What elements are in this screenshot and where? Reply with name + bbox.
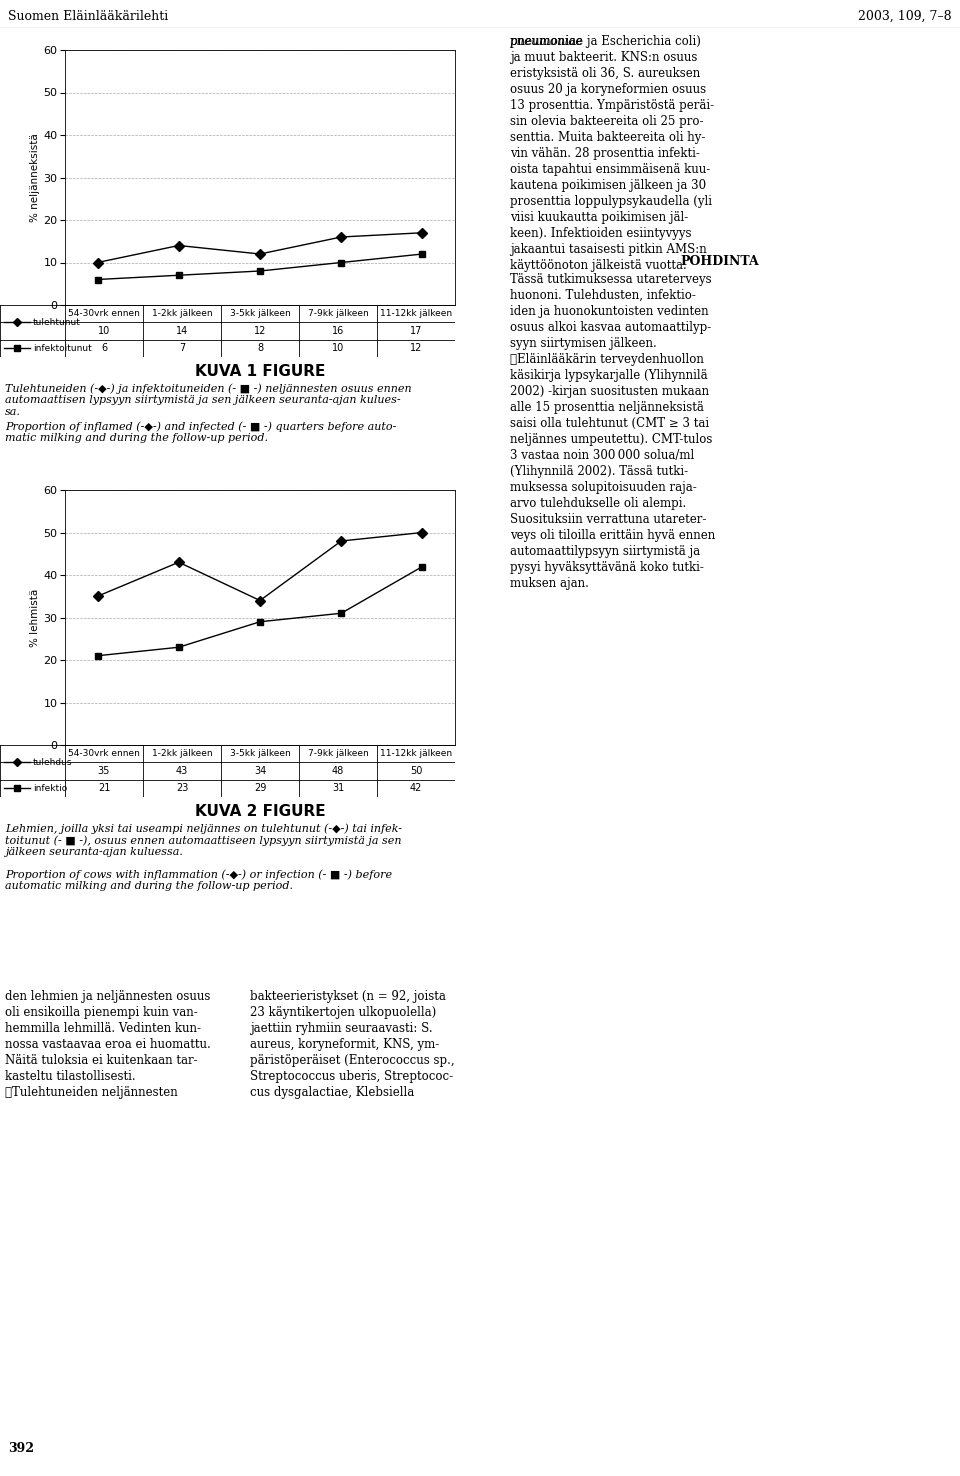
Text: 23: 23 bbox=[176, 784, 188, 793]
Text: 21: 21 bbox=[98, 784, 110, 793]
Text: 12: 12 bbox=[410, 344, 422, 353]
Text: den lehmien ja neljännesten osuus
oli ensikoilla pienempi kuin van-
hemmilla leh: den lehmien ja neljännesten osuus oli en… bbox=[5, 990, 211, 1100]
Text: 8: 8 bbox=[257, 344, 263, 353]
Text: 10: 10 bbox=[98, 326, 110, 337]
Text: tulehdus: tulehdus bbox=[33, 757, 73, 768]
Text: 11-12kk jälkeen: 11-12kk jälkeen bbox=[380, 750, 452, 759]
Text: 43: 43 bbox=[176, 766, 188, 776]
Text: 7-9kk jälkeen: 7-9kk jälkeen bbox=[307, 750, 369, 759]
Text: 16: 16 bbox=[332, 326, 344, 337]
Text: 3-5kk jälkeen: 3-5kk jälkeen bbox=[229, 750, 290, 759]
Text: 11-12kk jälkeen: 11-12kk jälkeen bbox=[380, 308, 452, 319]
Text: 29: 29 bbox=[253, 784, 266, 793]
Text: Proportion of inflamed (-◆-) and infected (- ■ -) quarters before auto-
matic mi: Proportion of inflamed (-◆-) and infecte… bbox=[5, 421, 396, 443]
Text: KUVA 2 FIGURE: KUVA 2 FIGURE bbox=[195, 804, 325, 819]
Text: 17: 17 bbox=[410, 326, 422, 337]
Text: 6: 6 bbox=[101, 344, 108, 353]
Text: Tässä tutkimuksessa utareterveys
huononi. Tulehdusten, infektio-
iden ja huonoku: Tässä tutkimuksessa utareterveys huononi… bbox=[510, 273, 715, 590]
Text: Lehmien, joilla yksi tai useampi neljännes on tulehtunut (-◆-) tai infek-
toitun: Lehmien, joilla yksi tai useampi neljänn… bbox=[5, 824, 402, 858]
Text: 34: 34 bbox=[253, 766, 266, 776]
Text: 48: 48 bbox=[332, 766, 344, 776]
Text: Suomen Eläinlääkärilehti: Suomen Eläinlääkärilehti bbox=[8, 10, 168, 24]
Text: 50: 50 bbox=[410, 766, 422, 776]
Text: tulehtunut: tulehtunut bbox=[33, 317, 81, 326]
Text: 14: 14 bbox=[176, 326, 188, 337]
Text: 35: 35 bbox=[98, 766, 110, 776]
Y-axis label: % neljänneksistä: % neljänneksistä bbox=[31, 133, 40, 221]
Text: 1-2kk jälkeen: 1-2kk jälkeen bbox=[152, 308, 212, 319]
Text: 2003, 109, 7–8: 2003, 109, 7–8 bbox=[858, 10, 952, 24]
Text: infektio: infektio bbox=[33, 784, 67, 793]
Text: 7-9kk jälkeen: 7-9kk jälkeen bbox=[307, 308, 369, 319]
Text: 12: 12 bbox=[253, 326, 266, 337]
Text: bakteerieristykset (n = 92, joista
23 käyntikertojen ulkopuolella)
jaettiin ryhm: bakteerieristykset (n = 92, joista 23 kä… bbox=[250, 990, 455, 1100]
Text: 54-30vrk ennen: 54-30vrk ennen bbox=[68, 308, 140, 319]
Text: Proportion of cows with inflammation (-◆-) or infection (- ■ -) before
automatic: Proportion of cows with inflammation (-◆… bbox=[5, 869, 392, 892]
Text: Tulehtuneiden (-◆-) ja infektoituneiden (- ■ -) neljännesten osuus ennen
automaa: Tulehtuneiden (-◆-) ja infektoituneiden … bbox=[5, 382, 412, 416]
Text: pneumoniae: pneumoniae bbox=[510, 35, 584, 49]
Text: infektoitunut: infektoitunut bbox=[33, 344, 92, 353]
Text: POHDINTA: POHDINTA bbox=[681, 255, 759, 269]
Y-axis label: % lehmistä: % lehmistä bbox=[31, 589, 40, 646]
Text: 31: 31 bbox=[332, 784, 344, 793]
Text: 10: 10 bbox=[332, 344, 344, 353]
Text: 7: 7 bbox=[179, 344, 185, 353]
Text: KUVA 1 FIGURE: KUVA 1 FIGURE bbox=[195, 365, 325, 379]
Text: pneumoniae ja Escherichia coli)
ja muut bakteerit. KNS:n osuus
eristyksistä oli : pneumoniae ja Escherichia coli) ja muut … bbox=[510, 35, 714, 272]
Text: 1-2kk jälkeen: 1-2kk jälkeen bbox=[152, 750, 212, 759]
Text: 42: 42 bbox=[410, 784, 422, 793]
Text: 54-30vrk ennen: 54-30vrk ennen bbox=[68, 750, 140, 759]
Text: 392: 392 bbox=[8, 1442, 34, 1455]
Text: 3-5kk jälkeen: 3-5kk jälkeen bbox=[229, 308, 290, 319]
